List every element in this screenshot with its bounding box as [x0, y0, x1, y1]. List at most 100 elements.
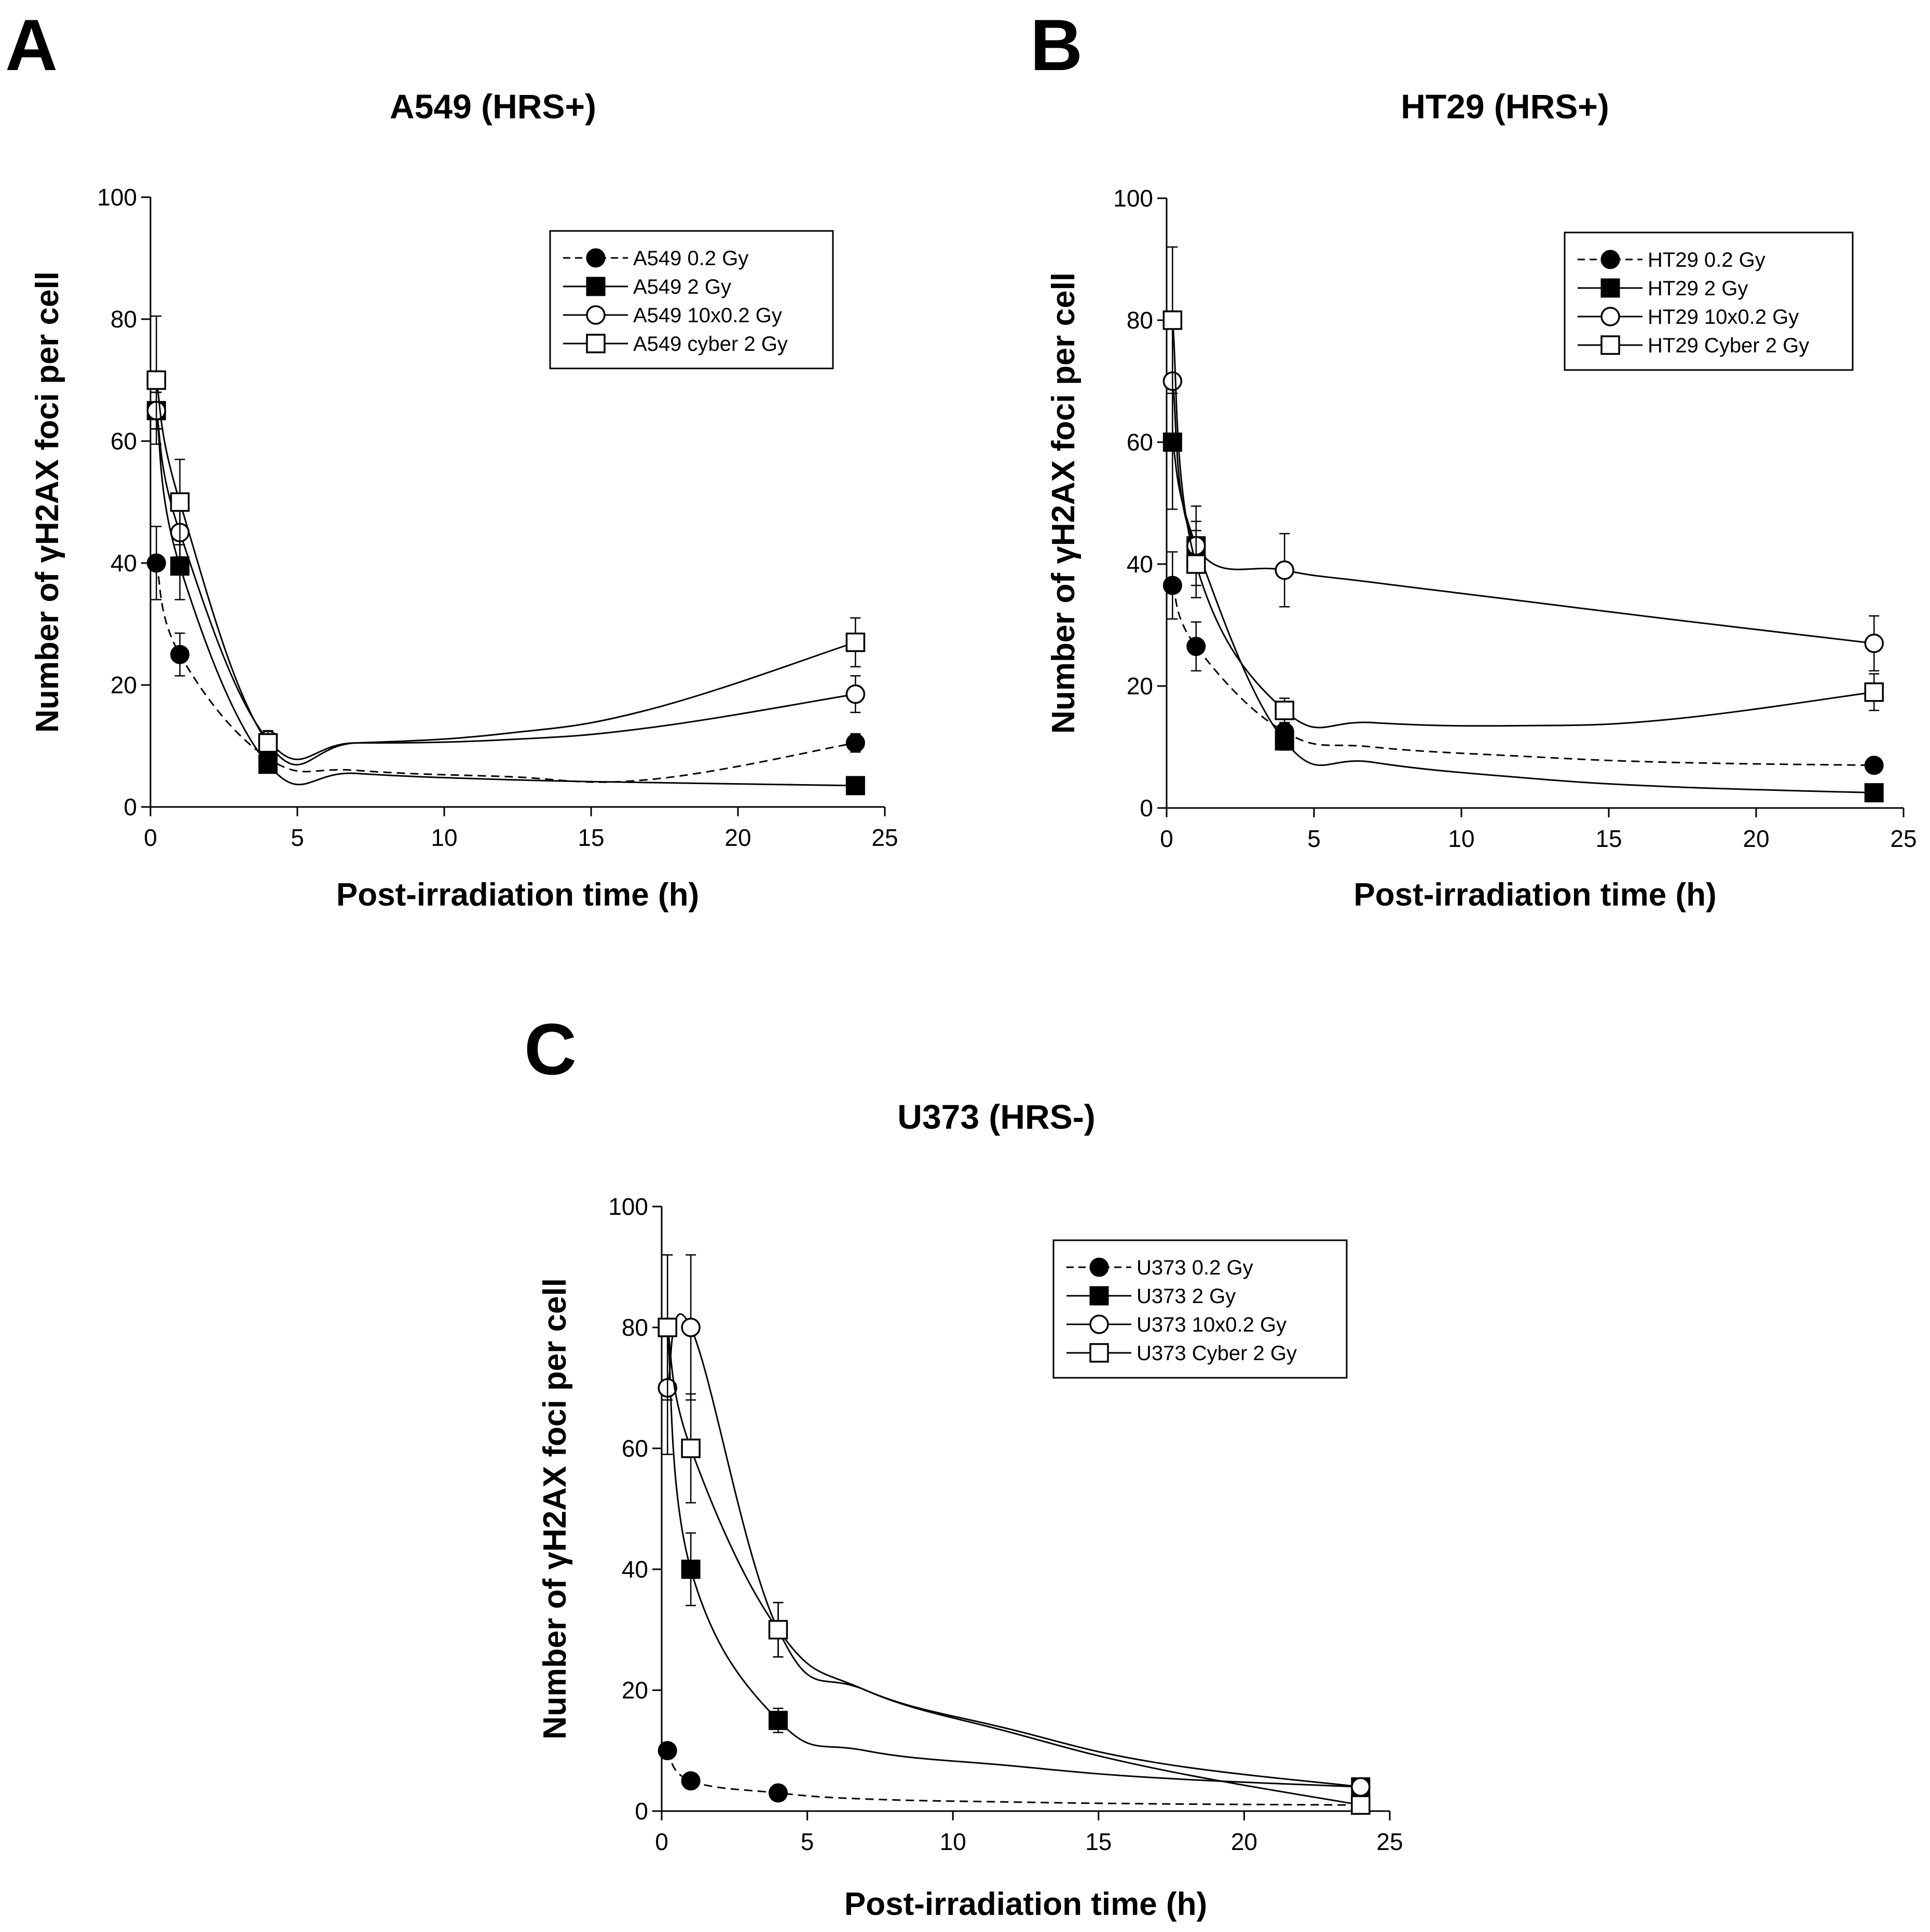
data-point [658, 1741, 677, 1760]
legend-label: A549 cyber 2 Gy [633, 333, 788, 355]
series-line [155, 410, 856, 760]
data-point [1864, 783, 1884, 803]
legend-label: U373 2 Gy [1137, 1285, 1236, 1308]
data-point [1186, 554, 1206, 574]
legend-marker [586, 305, 606, 325]
data-point [146, 370, 167, 390]
legend-marker [1600, 278, 1620, 298]
panel-letter: C [524, 1008, 577, 1090]
x-tick-label: 25 [1890, 825, 1917, 852]
y-tick-label: 100 [1113, 185, 1153, 212]
legend-marker [1089, 1286, 1109, 1306]
data-point [1864, 634, 1884, 653]
series-ht29-10x0-2-gy [1162, 322, 1884, 672]
legend-item: A549 10x0.2 Gy [563, 304, 782, 327]
series-line [1171, 381, 1874, 645]
data-point [845, 684, 866, 704]
x-tick-label: 10 [940, 1828, 966, 1855]
legend-item: HT29 10x0.2 Gy [1578, 306, 1799, 328]
y-tick-label: 20 [111, 672, 137, 698]
legend-item: A549 cyber 2 Gy [563, 333, 788, 355]
legend-marker [1600, 335, 1620, 355]
chart-title: A549 (HRS+) [390, 87, 596, 126]
x-tick-label: 0 [655, 1828, 668, 1855]
data-point [1864, 682, 1884, 702]
x-tick-label: 15 [578, 824, 604, 851]
y-tick-label: 20 [1127, 673, 1153, 700]
data-point [1864, 756, 1884, 775]
legend-label: U373 10x0.2 Gy [1137, 1313, 1286, 1336]
data-point [658, 1318, 677, 1337]
y-tick-label: 80 [1127, 307, 1153, 334]
y-tick-label: 40 [1127, 551, 1153, 578]
series-ht29-cyber-2-gy [1162, 246, 1884, 729]
y-tick-label: 80 [111, 306, 137, 333]
x-tick-label: 0 [1160, 825, 1173, 852]
legend-label: HT29 0.2 Gy [1648, 249, 1765, 271]
data-point [258, 733, 278, 753]
series-line [666, 1327, 1361, 1788]
chart-title: U373 (HRS-) [897, 1098, 1095, 1136]
series-line [666, 1750, 1361, 1806]
data-point [1351, 1795, 1371, 1815]
y-tick-label: 20 [622, 1677, 648, 1704]
series-line [1171, 585, 1874, 766]
data-point [1275, 731, 1294, 751]
y-tick-label: 40 [111, 550, 137, 577]
data-point [768, 1710, 788, 1730]
data-point [1351, 1777, 1371, 1797]
legend-marker [1089, 1343, 1109, 1363]
legend-marker [586, 277, 606, 296]
y-tick-label: 0 [635, 1798, 648, 1825]
series-u373-cyber-2-gy [658, 1254, 1371, 1815]
x-tick-label: 0 [144, 824, 157, 851]
y-tick-label: 100 [97, 184, 137, 211]
legend-item: U373 0.2 Gy [1066, 1256, 1253, 1279]
y-axis-label: Number of γH2AX foci per cell [1046, 272, 1082, 734]
legend-item: HT29 2 Gy [1578, 277, 1748, 300]
x-tick-label: 20 [1231, 1828, 1257, 1855]
x-tick-label: 15 [1085, 1828, 1112, 1855]
legend-label: A549 0.2 Gy [633, 247, 748, 270]
x-tick-label: 15 [1595, 825, 1622, 852]
x-tick-label: 25 [1376, 1828, 1403, 1855]
data-point [1186, 637, 1206, 656]
data-point [170, 492, 190, 512]
legend-item: U373 2 Gy [1066, 1285, 1236, 1308]
panel-letter: A [5, 4, 58, 86]
y-tick-label: 60 [111, 428, 137, 455]
series-a549-10x0-2-gy [146, 391, 866, 760]
legend-label: HT29 2 Gy [1648, 277, 1748, 300]
x-tick-label: 5 [801, 1828, 814, 1855]
data-point [146, 553, 166, 573]
legend-marker [586, 248, 606, 268]
data-point [681, 1318, 701, 1337]
data-point [1162, 576, 1182, 595]
legend-item: U373 10x0.2 Gy [1066, 1313, 1286, 1336]
chart-title: HT29 (HRS+) [1401, 87, 1609, 126]
legend-item: A549 2 Gy [563, 276, 731, 298]
x-tick-label: 20 [724, 824, 751, 851]
legend: U373 0.2 Gy U373 2 Gy U373 10x0.2 Gy U373 C… [1052, 1239, 1348, 1379]
series-line [1171, 320, 1874, 729]
legend-label: HT29 Cyber 2 Gy [1648, 334, 1809, 357]
x-tick-label: 20 [1743, 825, 1769, 852]
legend-label: U373 0.2 Gy [1137, 1256, 1253, 1279]
legend-label: A549 2 Gy [633, 276, 731, 298]
legend-label: U373 Cyber 2 Gy [1137, 1342, 1297, 1365]
y-tick-label: 100 [608, 1193, 648, 1220]
data-point [1275, 560, 1294, 580]
panel-c: C U373 (HRS-) 0 20 40 60 80 100 0 5 10 15 20 25 Post-i… [524, 1008, 1403, 1922]
legend-item: U373 Cyber 2 Gy [1066, 1342, 1297, 1365]
data-point [681, 1438, 701, 1458]
x-tick-label: 10 [431, 824, 457, 851]
legend-marker [1600, 250, 1620, 269]
legend-marker [586, 334, 606, 353]
y-tick-label: 40 [622, 1556, 648, 1583]
x-tick-label: 10 [1448, 825, 1474, 852]
data-point [845, 633, 866, 652]
x-tick-label: 25 [871, 824, 898, 851]
y-axis-label: Number of γH2AX foci per cell [537, 1278, 573, 1739]
y-tick-label: 0 [1140, 794, 1153, 821]
